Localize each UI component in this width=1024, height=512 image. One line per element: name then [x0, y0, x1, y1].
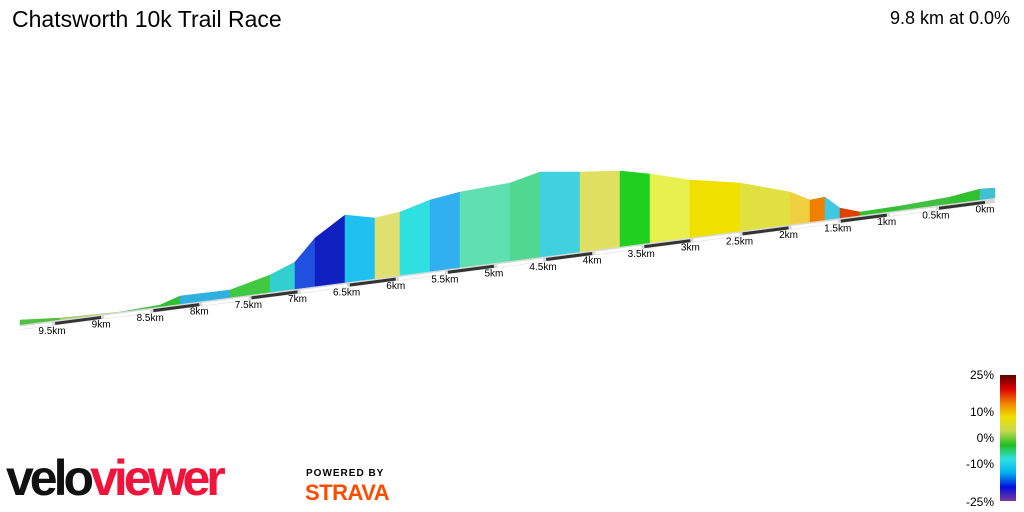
profile-segment — [399, 199, 431, 276]
x-tick-label: 8.5km — [137, 313, 164, 324]
x-tick-label: 2.5km — [726, 236, 753, 247]
legend-label: 10% — [969, 405, 994, 419]
elevation-profile: 0km 0.5km 1km 1.5km 2km 2.5km 3km 3.5km 4km 4.5km… — [5, 170, 996, 337]
profile-segment — [739, 182, 791, 232]
axis-segment — [300, 283, 347, 293]
profile-segment — [649, 173, 691, 244]
gradient-legend — [1000, 375, 1016, 501]
x-tick-label: 0km — [976, 204, 995, 215]
axis-segment — [889, 207, 937, 217]
axis-segment — [202, 296, 249, 306]
x-tick-label: 5.5km — [431, 275, 458, 286]
axis-segment — [349, 277, 396, 287]
profile-segment — [689, 179, 741, 239]
profile-segment — [429, 191, 461, 272]
logo-viewer: viewer — [90, 450, 226, 506]
profile-segment — [459, 182, 511, 268]
axis-segment — [791, 220, 838, 229]
route-summary: 9.8 km at 0.0% — [889, 8, 1010, 28]
logo-velo: velo — [6, 450, 94, 506]
profile-segment — [509, 171, 541, 262]
x-tick-label: 4.5km — [529, 262, 556, 273]
legend-label: 0% — [976, 431, 994, 445]
profile-segment — [789, 191, 811, 225]
axis-segment — [545, 251, 593, 261]
profile-segment — [579, 170, 621, 253]
x-tick-label: 4km — [583, 255, 602, 266]
x-tick-label: 3km — [681, 243, 700, 254]
axis-segment — [54, 315, 102, 325]
x-tick-label: 0.5km — [922, 211, 949, 222]
profile-segment — [979, 187, 996, 201]
legend-label: -25% — [965, 495, 994, 509]
profile-segment — [824, 196, 841, 221]
profile-segment — [314, 214, 346, 287]
veloviewer-logo[interactable]: veloviewer — [6, 450, 226, 506]
profile-segment — [294, 237, 316, 290]
strava-logo[interactable]: STRAVA — [305, 480, 390, 505]
x-tick-label: 1km — [877, 217, 896, 228]
axis-segment — [644, 239, 691, 249]
legend-label: 25% — [969, 368, 994, 382]
x-tick-label: 3.5km — [628, 249, 655, 260]
x-tick-label: 7.5km — [235, 300, 262, 311]
axis-segment — [496, 258, 544, 268]
axis-segment — [840, 213, 887, 223]
x-tick-label: 6.5km — [333, 287, 360, 298]
axis-segment — [938, 200, 986, 210]
x-tick-label: 9.5km — [38, 326, 65, 337]
axis-segment — [104, 309, 151, 319]
x-tick-label: 5km — [484, 268, 503, 279]
profile-segment — [539, 171, 581, 258]
axis-segment — [447, 264, 495, 274]
x-tick-label: 7km — [288, 294, 307, 305]
axis-segment — [5, 322, 53, 332]
x-tick-label: 6km — [386, 281, 405, 292]
x-tick-label: 8km — [190, 307, 209, 318]
profile-segment — [809, 196, 826, 223]
x-tick-label: 9km — [92, 319, 111, 330]
profile-segment — [619, 170, 651, 248]
axis-segment — [398, 271, 446, 281]
x-tick-label: 2km — [779, 230, 798, 241]
page-title: Chatsworth 10k Trail Race — [12, 6, 282, 32]
axis-segment — [595, 245, 642, 255]
x-tick-label: 1.5km — [824, 223, 851, 234]
profile-segment — [344, 214, 376, 283]
axis-segment — [153, 303, 200, 313]
legend-label: -10% — [965, 457, 994, 471]
powered-by-label: POWERED BY — [306, 468, 385, 479]
axis-segment — [742, 226, 789, 236]
profile-segment — [374, 211, 401, 280]
profile-segment — [269, 261, 296, 293]
axis-segment — [251, 290, 298, 300]
axis-segment — [693, 232, 740, 242]
